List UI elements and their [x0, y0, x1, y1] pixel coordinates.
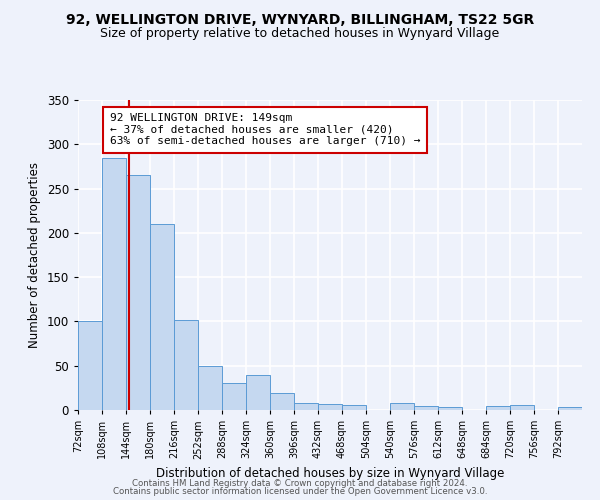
Bar: [198, 366, 222, 410]
Bar: [246, 374, 270, 410]
Text: 92, WELLINGTON DRIVE, WYNYARD, BILLINGHAM, TS22 5GR: 92, WELLINGTON DRIVE, WYNYARD, BILLINGHA…: [66, 12, 534, 26]
Bar: [486, 406, 510, 410]
Bar: [102, 158, 126, 410]
Bar: [390, 403, 414, 410]
Bar: [78, 322, 102, 410]
Bar: [294, 403, 318, 410]
Bar: [558, 408, 582, 410]
Bar: [174, 320, 198, 410]
Text: Contains public sector information licensed under the Open Government Licence v3: Contains public sector information licen…: [113, 487, 487, 496]
Bar: [318, 404, 342, 410]
Bar: [222, 384, 246, 410]
Bar: [126, 176, 150, 410]
Bar: [150, 224, 174, 410]
Text: Size of property relative to detached houses in Wynyard Village: Size of property relative to detached ho…: [100, 28, 500, 40]
Text: Contains HM Land Registry data © Crown copyright and database right 2024.: Contains HM Land Registry data © Crown c…: [132, 478, 468, 488]
Bar: [414, 406, 438, 410]
Text: 92 WELLINGTON DRIVE: 149sqm
← 37% of detached houses are smaller (420)
63% of se: 92 WELLINGTON DRIVE: 149sqm ← 37% of det…: [110, 114, 421, 146]
Y-axis label: Number of detached properties: Number of detached properties: [28, 162, 41, 348]
X-axis label: Distribution of detached houses by size in Wynyard Village: Distribution of detached houses by size …: [156, 467, 504, 480]
Bar: [270, 393, 294, 410]
Bar: [438, 408, 462, 410]
Bar: [342, 404, 366, 410]
Bar: [510, 404, 534, 410]
